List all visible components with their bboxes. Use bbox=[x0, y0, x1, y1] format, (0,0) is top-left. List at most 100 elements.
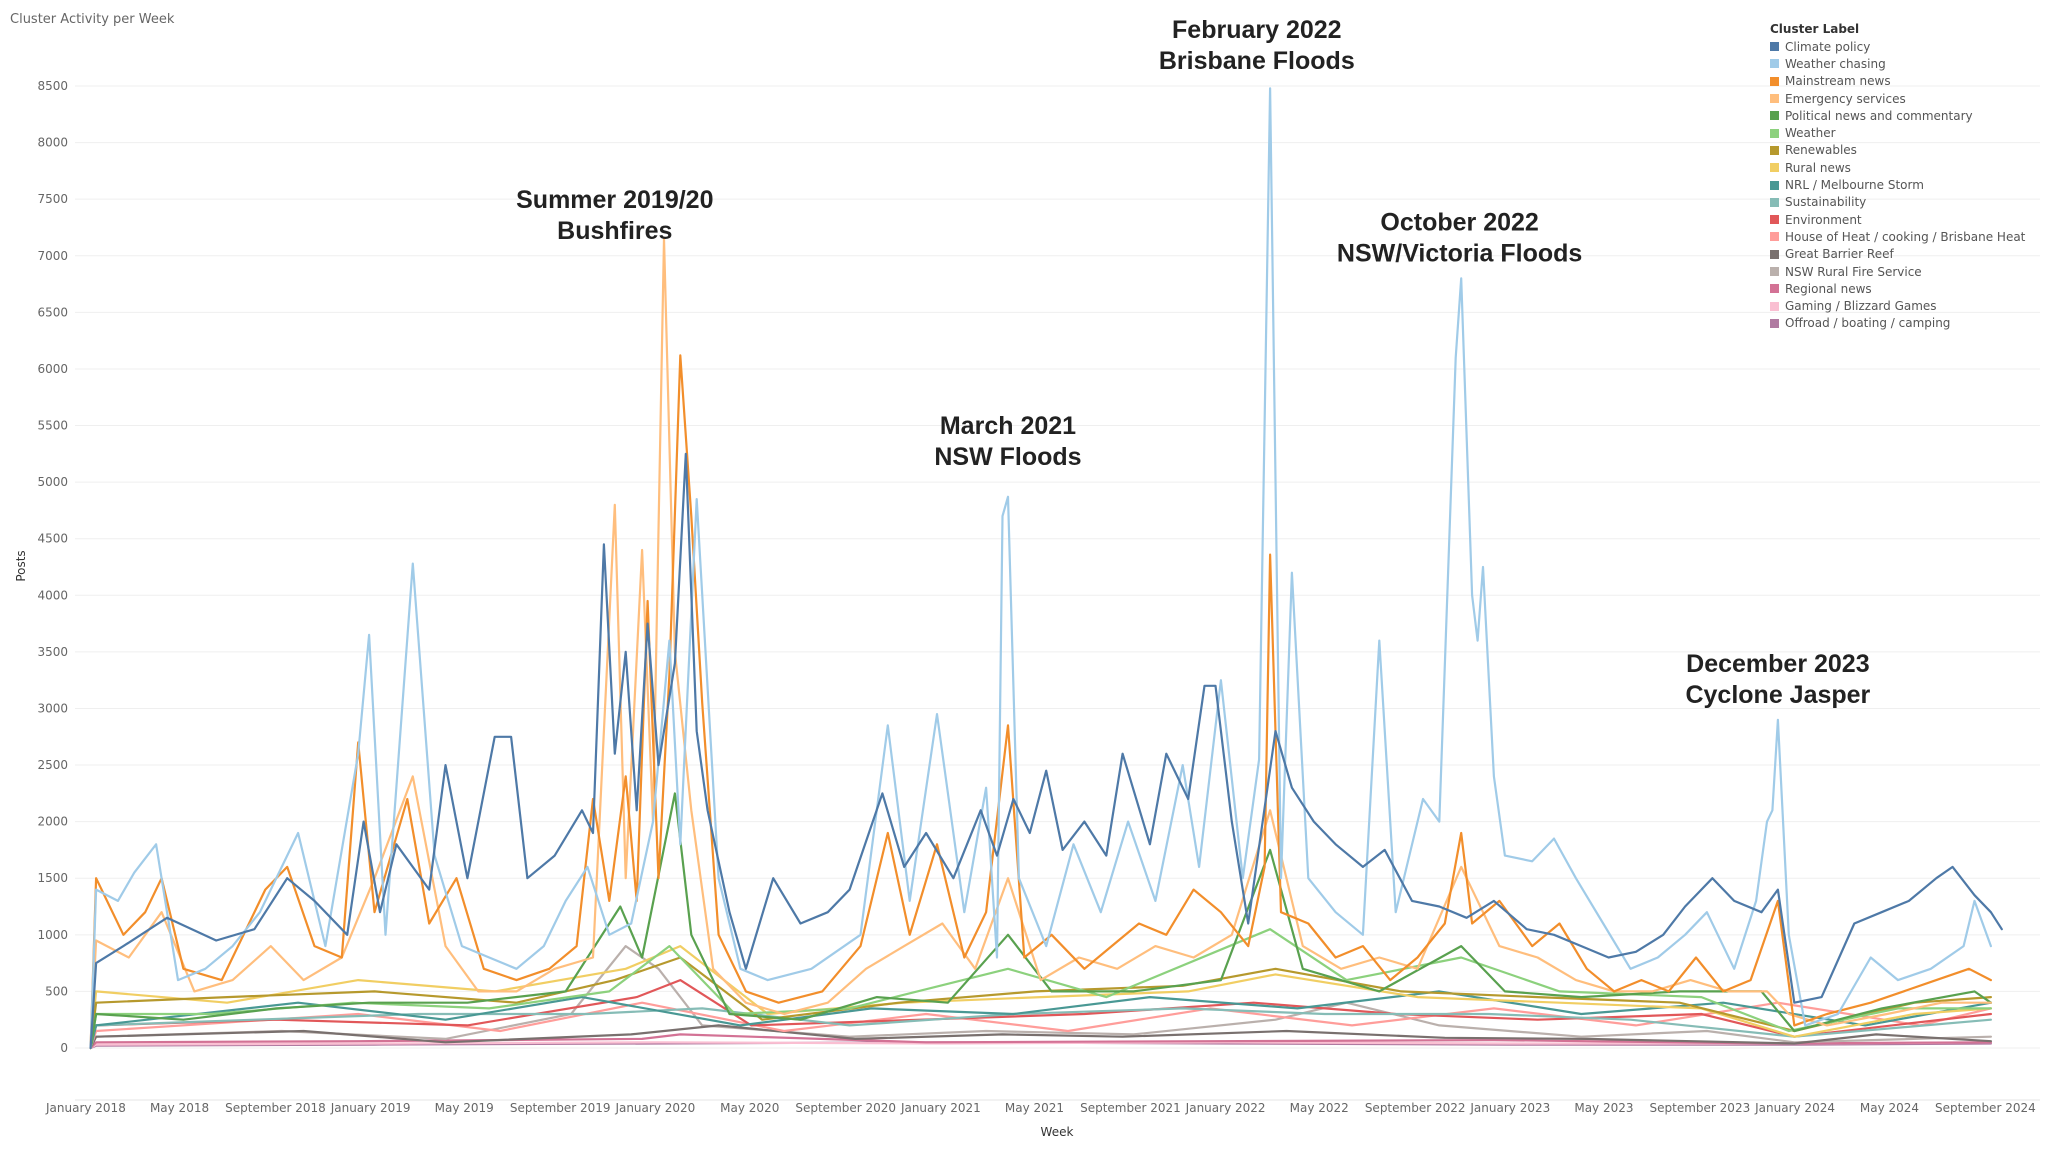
series-line-climate-policy bbox=[89, 452, 2003, 1050]
series-layer bbox=[89, 87, 2003, 1050]
y-tick-label: 4500 bbox=[37, 532, 68, 546]
x-tick-label: January 2021 bbox=[900, 1101, 981, 1115]
y-axis-title: Posts bbox=[14, 550, 28, 581]
annotation-line1: October 2022 bbox=[1380, 208, 1538, 236]
legend-swatch bbox=[1770, 267, 1779, 276]
y-tick-label: 0 bbox=[60, 1041, 68, 1055]
legend: Cluster Label Climate policy Weather chas… bbox=[1770, 22, 2025, 332]
legend-swatch bbox=[1770, 215, 1779, 225]
legend-swatch bbox=[1770, 301, 1779, 311]
y-tick-label: 6500 bbox=[37, 305, 68, 319]
legend-item[interactable]: Sustainability bbox=[1770, 194, 2025, 211]
annotation-line1: February 2022 bbox=[1172, 16, 1342, 44]
y-tick-label: 5000 bbox=[37, 475, 68, 489]
x-tick-label: September 2019 bbox=[510, 1101, 611, 1115]
y-tick-label: 5500 bbox=[37, 419, 68, 433]
legend-swatch bbox=[1770, 94, 1779, 104]
x-tick-label: May 2019 bbox=[435, 1101, 494, 1115]
legend-swatch bbox=[1770, 318, 1779, 328]
y-axis-ticks: 0 500 1000 1500 2000 2500 3000 3500 4000 4500 5000… bbox=[37, 79, 68, 1055]
x-tick-label: January 2022 bbox=[1185, 1101, 1266, 1115]
legend-item[interactable]: Weather chasing bbox=[1770, 55, 2025, 72]
legend-label: Environment bbox=[1785, 212, 1862, 227]
annotation-line2: Brisbane Floods bbox=[1159, 47, 1355, 75]
legend-label: Sustainability bbox=[1785, 195, 1867, 210]
x-tick-label: January 2020 bbox=[614, 1101, 695, 1115]
legend-item[interactable]: Climate policy bbox=[1770, 38, 2025, 55]
x-tick-label: January 2018 bbox=[45, 1101, 126, 1115]
annotation: February 2022 Brisbane Floods bbox=[1159, 16, 1355, 75]
series-line-emergency-services bbox=[89, 237, 1993, 1050]
legend-label: Political news and commentary bbox=[1785, 108, 1973, 123]
legend-item[interactable]: NRL / Melbourne Storm bbox=[1770, 176, 2025, 193]
x-axis-title: Week bbox=[1041, 1125, 1074, 1139]
legend-label: Gaming / Blizzard Games bbox=[1785, 299, 1937, 314]
annotation-line1: December 2023 bbox=[1686, 650, 1869, 678]
series-line-house-of-heat-cooking-brisbane-heat bbox=[89, 1001, 1993, 1050]
series-line-renewables bbox=[89, 956, 1993, 1050]
legend-label: Emergency services bbox=[1785, 91, 1906, 106]
legend-label: House of Heat / cooking / Brisbane Heat bbox=[1785, 229, 2026, 244]
legend-item[interactable]: Rural news bbox=[1770, 159, 2025, 176]
series-line-sustainability bbox=[89, 1007, 1993, 1050]
x-tick-label: September 2023 bbox=[1650, 1101, 1751, 1115]
annotation-line2: Bushfires bbox=[557, 217, 672, 245]
legend-swatch bbox=[1770, 163, 1779, 173]
x-tick-label: January 2023 bbox=[1469, 1101, 1550, 1115]
legend-item[interactable]: Mainstream news bbox=[1770, 73, 2025, 90]
legend-item[interactable]: Environment bbox=[1770, 211, 2025, 228]
x-tick-label: May 2018 bbox=[150, 1101, 209, 1115]
legend-swatch bbox=[1770, 232, 1779, 242]
legend-item[interactable]: Regional news bbox=[1770, 280, 2025, 297]
legend-item[interactable]: Great Barrier Reef bbox=[1770, 246, 2025, 263]
series-line-political-news-and-commentary bbox=[89, 792, 1993, 1050]
legend-label: NRL / Melbourne Storm bbox=[1785, 178, 1924, 193]
annotation: Summer 2019/20 Bushfires bbox=[516, 186, 713, 245]
legend-item[interactable]: House of Heat / cooking / Brisbane Heat bbox=[1770, 228, 2025, 245]
series-line-nsw-rural-fire-service bbox=[89, 944, 1993, 1050]
legend-swatch bbox=[1770, 284, 1779, 294]
legend-label: Renewables bbox=[1785, 143, 1857, 158]
legend-title: Cluster Label bbox=[1770, 22, 1860, 36]
series-line-rural-news bbox=[89, 944, 1993, 1050]
legend-item[interactable]: Weather bbox=[1770, 124, 2025, 141]
legend-item[interactable]: Gaming / Blizzard Games bbox=[1770, 297, 2025, 314]
y-tick-label: 6000 bbox=[37, 362, 68, 376]
legend-swatch bbox=[1770, 145, 1779, 155]
series-line-regional-news bbox=[89, 1033, 1993, 1050]
annotation-line1: Summer 2019/20 bbox=[516, 186, 713, 214]
legend-swatch bbox=[1770, 111, 1779, 121]
legend-item[interactable]: Emergency services bbox=[1770, 90, 2025, 107]
legend-label: Regional news bbox=[1785, 281, 1872, 296]
legend-item[interactable]: Offroad / boating / camping bbox=[1770, 315, 2025, 332]
legend-label: NSW Rural Fire Service bbox=[1785, 264, 1922, 279]
annotation: October 2022 NSW/Victoria Floods bbox=[1337, 208, 1582, 267]
y-tick-label: 3500 bbox=[37, 645, 68, 659]
x-tick-label: May 2023 bbox=[1574, 1101, 1633, 1115]
y-tick-label: 7500 bbox=[37, 192, 68, 206]
y-tick-label: 7000 bbox=[37, 249, 68, 263]
x-tick-label: January 2019 bbox=[330, 1101, 411, 1115]
legend-item[interactable]: NSW Rural Fire Service bbox=[1770, 263, 2025, 280]
legend-swatch bbox=[1770, 76, 1779, 86]
legend-swatch bbox=[1770, 128, 1779, 138]
x-tick-label: September 2022 bbox=[1365, 1101, 1466, 1115]
legend-item[interactable]: Political news and commentary bbox=[1770, 107, 2025, 124]
series-line-mainstream-news bbox=[89, 354, 1993, 1050]
annotation: March 2021 NSW Floods bbox=[934, 412, 1081, 471]
legend-item[interactable]: Renewables bbox=[1770, 142, 2025, 159]
annotations-layer: Summer 2019/20 Bushfires March 2021 NSW Flo… bbox=[516, 16, 1870, 709]
x-tick-label: September 2024 bbox=[1935, 1101, 2036, 1115]
x-tick-label: January 2024 bbox=[1754, 1101, 1835, 1115]
annotation: December 2023 Cyclone Jasper bbox=[1685, 650, 1870, 709]
y-tick-label: 1500 bbox=[37, 871, 68, 885]
chart-title: Cluster Activity per Week bbox=[10, 12, 175, 27]
legend-label: Offroad / boating / camping bbox=[1785, 316, 1951, 331]
y-tick-label: 3000 bbox=[37, 701, 68, 715]
y-tick-label: 8000 bbox=[37, 136, 68, 150]
annotation-line2: NSW Floods bbox=[934, 443, 1081, 471]
legend-swatch bbox=[1770, 59, 1779, 69]
legend-swatch bbox=[1770, 42, 1779, 52]
y-tick-label: 1000 bbox=[37, 928, 68, 942]
